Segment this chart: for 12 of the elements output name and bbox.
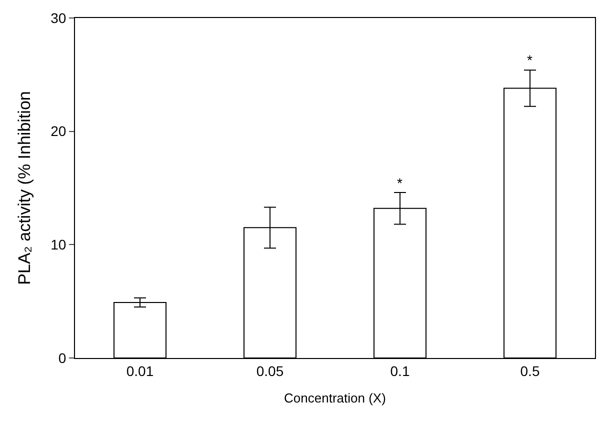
annotation: * bbox=[397, 175, 403, 191]
x-tick-label: 0.05 bbox=[256, 362, 284, 379]
y-tick-label: 10 bbox=[50, 236, 66, 253]
x-tick-label: 0.01 bbox=[126, 362, 154, 379]
y-tick-label: 20 bbox=[50, 123, 66, 140]
x-tick-label: 0.1 bbox=[390, 362, 410, 379]
x-tick-label: 0.5 bbox=[520, 362, 540, 379]
y-tick-label: 0 bbox=[58, 350, 66, 366]
x-axis-title: Concentration (X) bbox=[284, 390, 386, 406]
y-tick-label: 30 bbox=[50, 10, 66, 26]
annotation: * bbox=[527, 52, 533, 68]
y-axis-title: PLA₂ activity (% Inhibition bbox=[15, 91, 34, 285]
